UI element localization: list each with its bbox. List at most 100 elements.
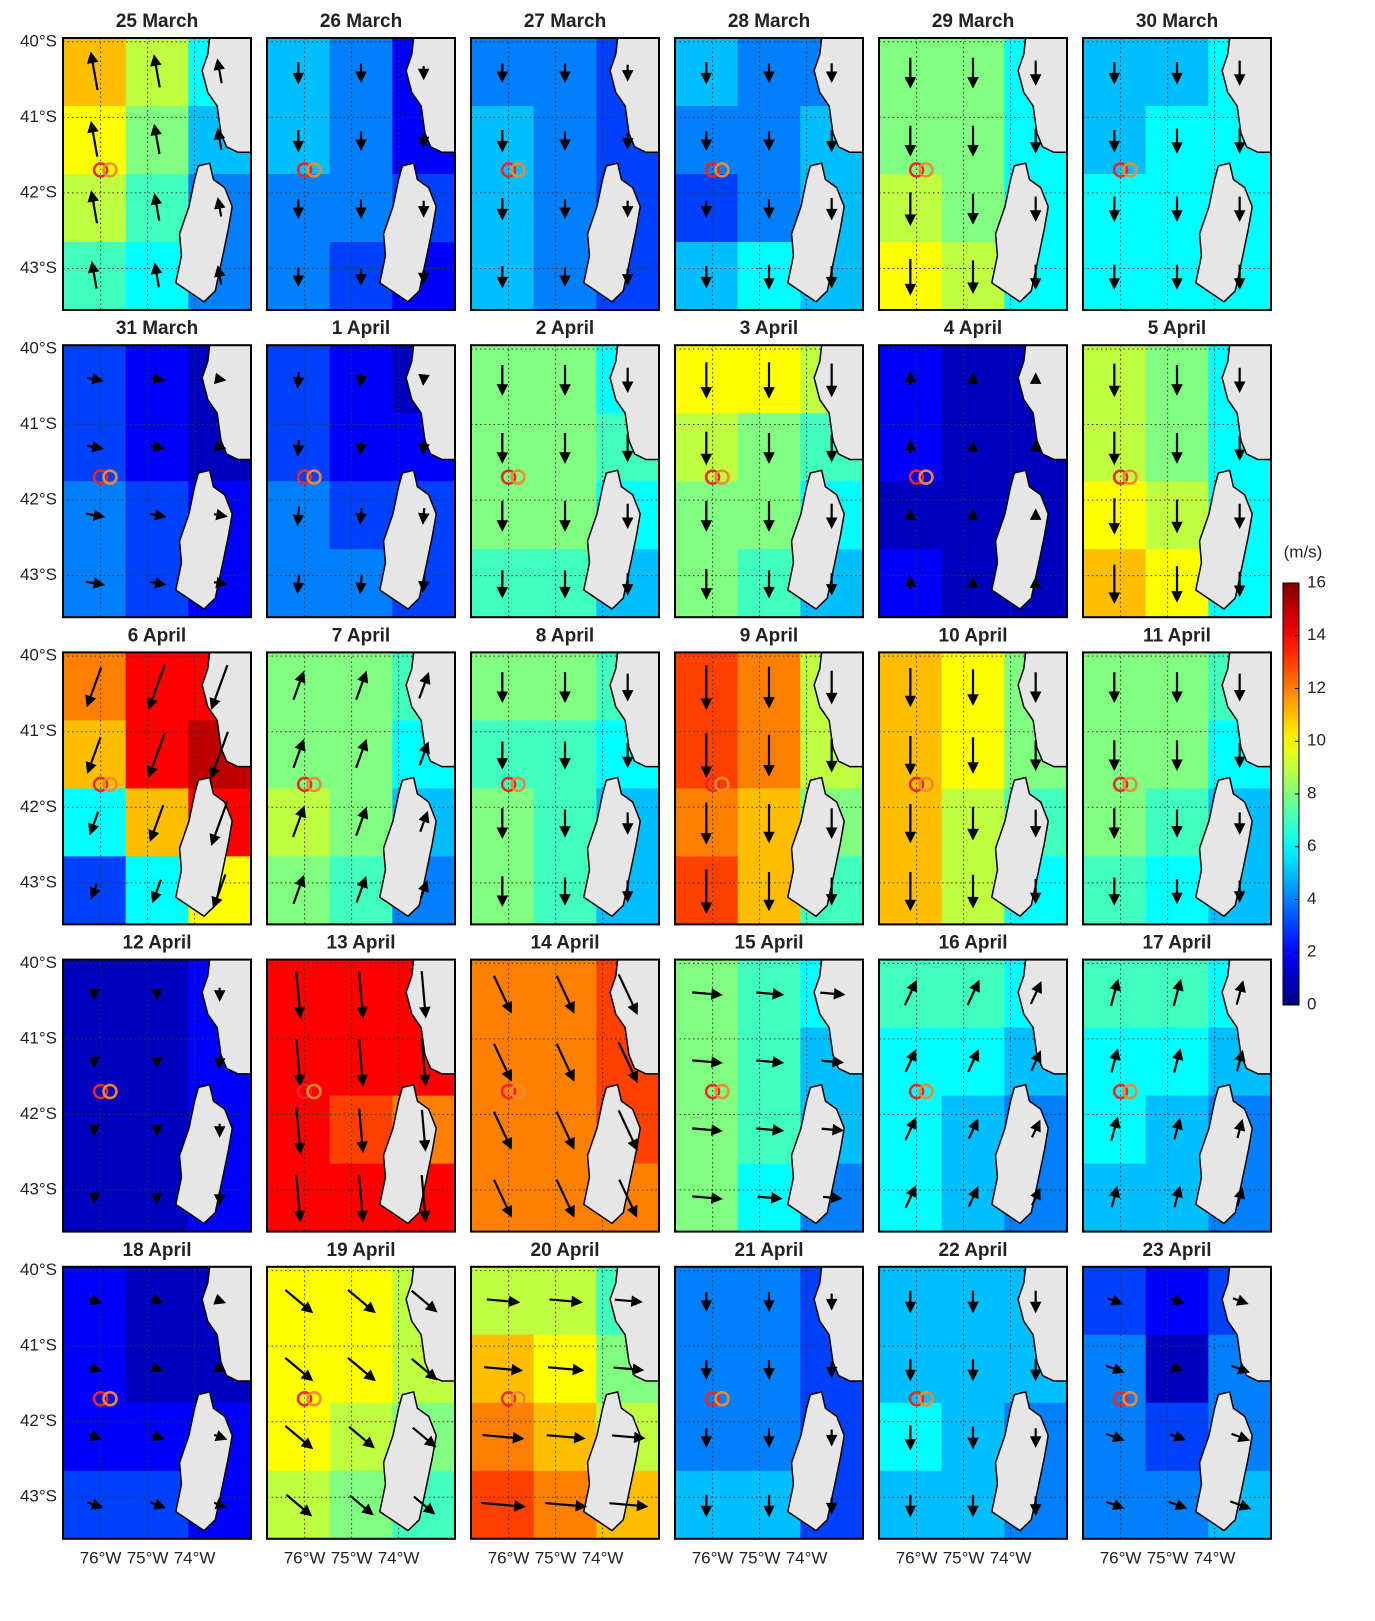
x-tick-label: 74°W bbox=[378, 1548, 420, 1567]
map-panel: 1 April bbox=[267, 318, 456, 617]
panel-title: 15 April bbox=[735, 933, 804, 954]
x-tick-label: 75°W bbox=[943, 1548, 985, 1567]
map-panel: 6 April40°S41°S42°S43°S bbox=[20, 625, 252, 924]
panel-title: 20 April bbox=[531, 1240, 600, 1261]
x-tick-label: 75°W bbox=[127, 1548, 169, 1567]
colorbar-tick-label: 8 bbox=[1307, 783, 1316, 802]
map-panel: 12 April 40°S 41°S 42°S 43°S bbox=[20, 933, 252, 1232]
map-panel: 25 March40°S41°S42°S43°S bbox=[20, 11, 252, 310]
panel-title: 26 March bbox=[320, 11, 402, 32]
colorbar-tick-label: 12 bbox=[1307, 678, 1326, 697]
panel-title: 21 April bbox=[735, 1240, 804, 1261]
y-tick-label: 41°S bbox=[20, 414, 57, 433]
colorbar-label: (m/s) bbox=[1284, 542, 1323, 561]
x-tick-label: 74°W bbox=[786, 1548, 828, 1567]
panel-title: 5 April bbox=[1148, 318, 1206, 339]
panel-title: 22 April bbox=[939, 1240, 1008, 1261]
y-tick-label: 42°S bbox=[20, 797, 57, 816]
x-tick-label: 75°W bbox=[1147, 1548, 1189, 1567]
x-tick-label: 76°W bbox=[80, 1548, 122, 1567]
x-tick-label: 76°W bbox=[1100, 1548, 1142, 1567]
map-panel: 9 April bbox=[675, 625, 864, 924]
y-tick-label: 40°S bbox=[20, 953, 57, 972]
y-tick-label: 43°S bbox=[20, 872, 57, 891]
colorbar-tick-label: 2 bbox=[1307, 942, 1316, 961]
map-panel: 16 April bbox=[879, 933, 1068, 1232]
panel-title: 3 April bbox=[740, 318, 798, 339]
panel-title: 9 April bbox=[740, 625, 798, 646]
map-panel: 2 April bbox=[471, 318, 660, 617]
figure: 25 March 40°S 41°S 42°S 43°S 26 March 27 March… bbox=[0, 0, 1375, 1616]
x-tick-label: 74°W bbox=[1194, 1548, 1236, 1567]
map-panel: 8 April bbox=[471, 625, 660, 924]
map-panel: 14 April bbox=[471, 933, 660, 1232]
map-panel: 13 April bbox=[267, 933, 456, 1232]
map-panel: 5 April bbox=[1083, 318, 1272, 617]
map-panel: 20 April 76°W 75°W 74°W bbox=[471, 1240, 660, 1567]
x-tick-label: 75°W bbox=[739, 1548, 781, 1567]
colorbar-tick-label: 16 bbox=[1307, 572, 1326, 591]
x-tick-label: 76°W bbox=[896, 1548, 938, 1567]
panel-title: 16 April bbox=[939, 933, 1008, 954]
colorbar-tick-label: 0 bbox=[1307, 994, 1316, 1013]
panel-title: 10 April bbox=[939, 625, 1008, 646]
panel-title: 30 March bbox=[1136, 11, 1218, 32]
panel-title: 1 April bbox=[332, 318, 390, 339]
y-tick-label: 40°S bbox=[20, 31, 57, 50]
panel-title: 4 April bbox=[944, 318, 1002, 339]
map-panel: 18 April40°S41°S42°S43°S76°W75°W74°W bbox=[20, 1240, 252, 1567]
y-tick-label: 41°S bbox=[20, 107, 57, 126]
x-tick-label: 74°W bbox=[582, 1548, 624, 1567]
map-panel: 29 March bbox=[879, 11, 1068, 310]
y-tick-label: 41°S bbox=[20, 1336, 57, 1355]
panel-title: 14 April bbox=[531, 933, 600, 954]
panel-title: 31 March bbox=[116, 318, 198, 339]
y-tick-label: 43°S bbox=[20, 1180, 57, 1199]
panel-title: 17 April bbox=[1143, 933, 1212, 954]
y-tick-label: 43°S bbox=[20, 1487, 57, 1506]
map-panel: 21 April 76°W 75°W 74°W bbox=[675, 1240, 864, 1567]
map-panel: 11 April bbox=[1083, 625, 1272, 924]
map-panel: 17 April bbox=[1083, 933, 1272, 1232]
map-panel: 28 March bbox=[675, 11, 864, 310]
colorbar-tick-label: 6 bbox=[1307, 836, 1316, 855]
panel-title: 7 April bbox=[332, 625, 390, 646]
panel-title: 11 April bbox=[1143, 625, 1211, 646]
x-tick-label: 75°W bbox=[535, 1548, 577, 1567]
x-tick-label: 74°W bbox=[174, 1548, 216, 1567]
panel-title: 28 March bbox=[728, 11, 810, 32]
panel-title: 19 April bbox=[327, 1240, 396, 1261]
y-tick-label: 42°S bbox=[20, 1411, 57, 1430]
map-panel: 27 March bbox=[471, 11, 660, 310]
panel-title: 8 April bbox=[536, 625, 594, 646]
panel-title: 23 April bbox=[1143, 1240, 1212, 1261]
map-panel: 30 March bbox=[1083, 11, 1272, 310]
panel-title: 2 April bbox=[536, 318, 594, 339]
map-panel: 22 April 76°W 75°W 74°W bbox=[879, 1240, 1068, 1567]
panel-title: 18 April bbox=[123, 1240, 192, 1261]
y-tick-label: 43°S bbox=[20, 565, 57, 584]
y-tick-label: 41°S bbox=[20, 1028, 57, 1047]
x-tick-label: 76°W bbox=[692, 1548, 734, 1567]
panel-title: 25 March bbox=[116, 11, 198, 32]
y-tick-label: 40°S bbox=[20, 646, 57, 665]
y-tick-label: 42°S bbox=[20, 490, 57, 509]
map-panel: 3 April bbox=[675, 318, 864, 617]
panel-title: 12 April bbox=[123, 933, 192, 954]
x-tick-label: 76°W bbox=[284, 1548, 326, 1567]
y-tick-label: 42°S bbox=[20, 1104, 57, 1123]
map-panel: 23 April 76°W 75°W 74°W bbox=[1083, 1240, 1272, 1567]
colorbar-tick-label: 4 bbox=[1307, 889, 1316, 908]
map-panel: 15 April bbox=[675, 933, 864, 1232]
x-tick-label: 76°W bbox=[488, 1548, 530, 1567]
x-tick-label: 74°W bbox=[990, 1548, 1032, 1567]
colorbar-tick-label: 14 bbox=[1307, 625, 1326, 644]
panel-title: 27 March bbox=[524, 11, 606, 32]
panel-title: 29 March bbox=[932, 11, 1014, 32]
panel-title: 13 April bbox=[327, 933, 396, 954]
map-panel: 4 April bbox=[879, 318, 1068, 617]
y-tick-label: 43°S bbox=[20, 258, 57, 277]
y-tick-label: 41°S bbox=[20, 721, 57, 740]
